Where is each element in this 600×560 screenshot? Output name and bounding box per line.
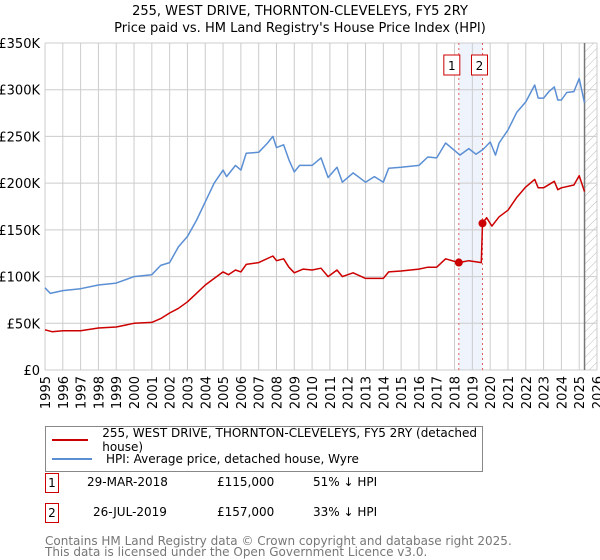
sale-badge-label: 1	[448, 59, 456, 73]
sale-badge-label: 2	[476, 59, 484, 73]
x-tick-label: 2023	[538, 376, 553, 409]
transaction-row: 2 26-JUL-2019 £157,000 33% ↓ HPI	[45, 503, 445, 523]
legend-label: 255, WEST DRIVE, THORNTON-CLEVELEYS, FY5…	[102, 426, 477, 454]
sale-point	[454, 258, 463, 267]
x-tick-label: 2015	[395, 376, 410, 409]
x-tick-label: 2025	[573, 376, 588, 409]
x-tick-label: 2003	[181, 376, 196, 409]
transaction-row: 1 29-MAR-2018 £115,000 51% ↓ HPI	[45, 473, 445, 493]
y-tick-label: £0	[23, 364, 40, 379]
future-hatch	[584, 43, 597, 370]
legend: 255, WEST DRIVE, THORNTON-CLEVELEYS, FY5…	[45, 426, 483, 472]
legend-swatch-red	[52, 439, 89, 441]
x-tick-label: 2007	[253, 376, 268, 409]
x-tick-label: 1997	[75, 376, 90, 409]
sale-period-band	[458, 43, 483, 370]
legend-item-property: 255, WEST DRIVE, THORNTON-CLEVELEYS, FY5…	[52, 426, 482, 454]
x-tick-label: 2006	[235, 376, 250, 409]
chart-subtitle: Price paid vs. HM Land Registry's House …	[114, 21, 486, 36]
transaction-date: 29-MAR-2018	[87, 475, 168, 489]
x-tick-label: 2000	[128, 376, 143, 409]
x-tick-label: 2021	[502, 376, 517, 409]
y-tick-label: £150K	[0, 224, 40, 239]
chart-svg: 1995 1996 1997 1998 1999 2000 2001 2002 2003 2004…	[0, 37, 600, 409]
y-tick-label: £300K	[0, 84, 40, 99]
sale-badge	[471, 54, 489, 76]
x-tick-label: 2026	[591, 376, 600, 409]
transaction-badge: 2	[45, 503, 59, 523]
y-tick-label: £50K	[7, 317, 41, 332]
y-tick-label: £100K	[0, 271, 40, 286]
x-tick-label: 1998	[92, 376, 107, 409]
x-tick-label: 2013	[360, 376, 375, 409]
x-tick-label: 2019	[466, 376, 481, 409]
y-tick-label: £200K	[0, 177, 40, 192]
legend-item-hpi: HPI: Average price, detached house, Wyre	[52, 450, 359, 468]
transaction-hpi: 33% ↓ HPI	[313, 505, 378, 519]
x-tick-label: 2011	[324, 376, 339, 409]
x-tick-label: 2012	[342, 376, 357, 409]
footer-line: Contains HM Land Registry data © Crown c…	[45, 534, 512, 548]
footer-line: This data is licensed under the Open Gov…	[45, 545, 428, 559]
transaction-price: £115,000	[217, 475, 275, 489]
x-tick-label: 2008	[270, 376, 285, 409]
transaction-badge: 1	[45, 473, 59, 493]
price-paid-line	[44, 174, 586, 333]
transaction-price: £157,000	[217, 505, 275, 519]
legend-swatch-blue	[52, 458, 92, 460]
x-tick-label: 2018	[449, 376, 464, 409]
x-tick-label: 2020	[484, 376, 499, 409]
x-tick-label: 2001	[146, 376, 161, 409]
x-tick-label: 1996	[57, 376, 72, 409]
x-tick-label: 2014	[377, 376, 392, 409]
x-tick-label: 1995	[39, 376, 54, 409]
transaction-date: 26-JUL-2019	[93, 505, 167, 519]
x-tick-label: 2002	[164, 376, 179, 409]
sale-point	[478, 219, 487, 228]
x-tick-label: 2004	[199, 376, 214, 409]
x-tick-label: 2022	[520, 376, 535, 409]
chart-title: 255, WEST DRIVE, THORNTON-CLEVELEYS, FY5…	[132, 4, 468, 19]
footer: Contains HM Land Registry data © Crown c…	[45, 534, 512, 559]
hpi-line	[44, 77, 586, 295]
x-tick-label: 2016	[413, 376, 428, 409]
sale-badge	[443, 54, 461, 76]
x-tick-label: 1999	[110, 376, 125, 409]
y-tick-label: £250K	[0, 130, 40, 145]
x-tick-label: 2005	[217, 376, 232, 409]
legend-label: HPI: Average price, detached house, Wyre	[106, 452, 359, 466]
y-tick-label: £350K	[0, 37, 40, 52]
x-tick-label: 2010	[306, 376, 321, 409]
x-tick-label: 2017	[431, 376, 446, 409]
transaction-hpi: 51% ↓ HPI	[313, 475, 378, 489]
x-tick-label: 2009	[288, 376, 303, 409]
x-tick-label: 2024	[555, 376, 570, 409]
plot-area	[45, 43, 597, 370]
